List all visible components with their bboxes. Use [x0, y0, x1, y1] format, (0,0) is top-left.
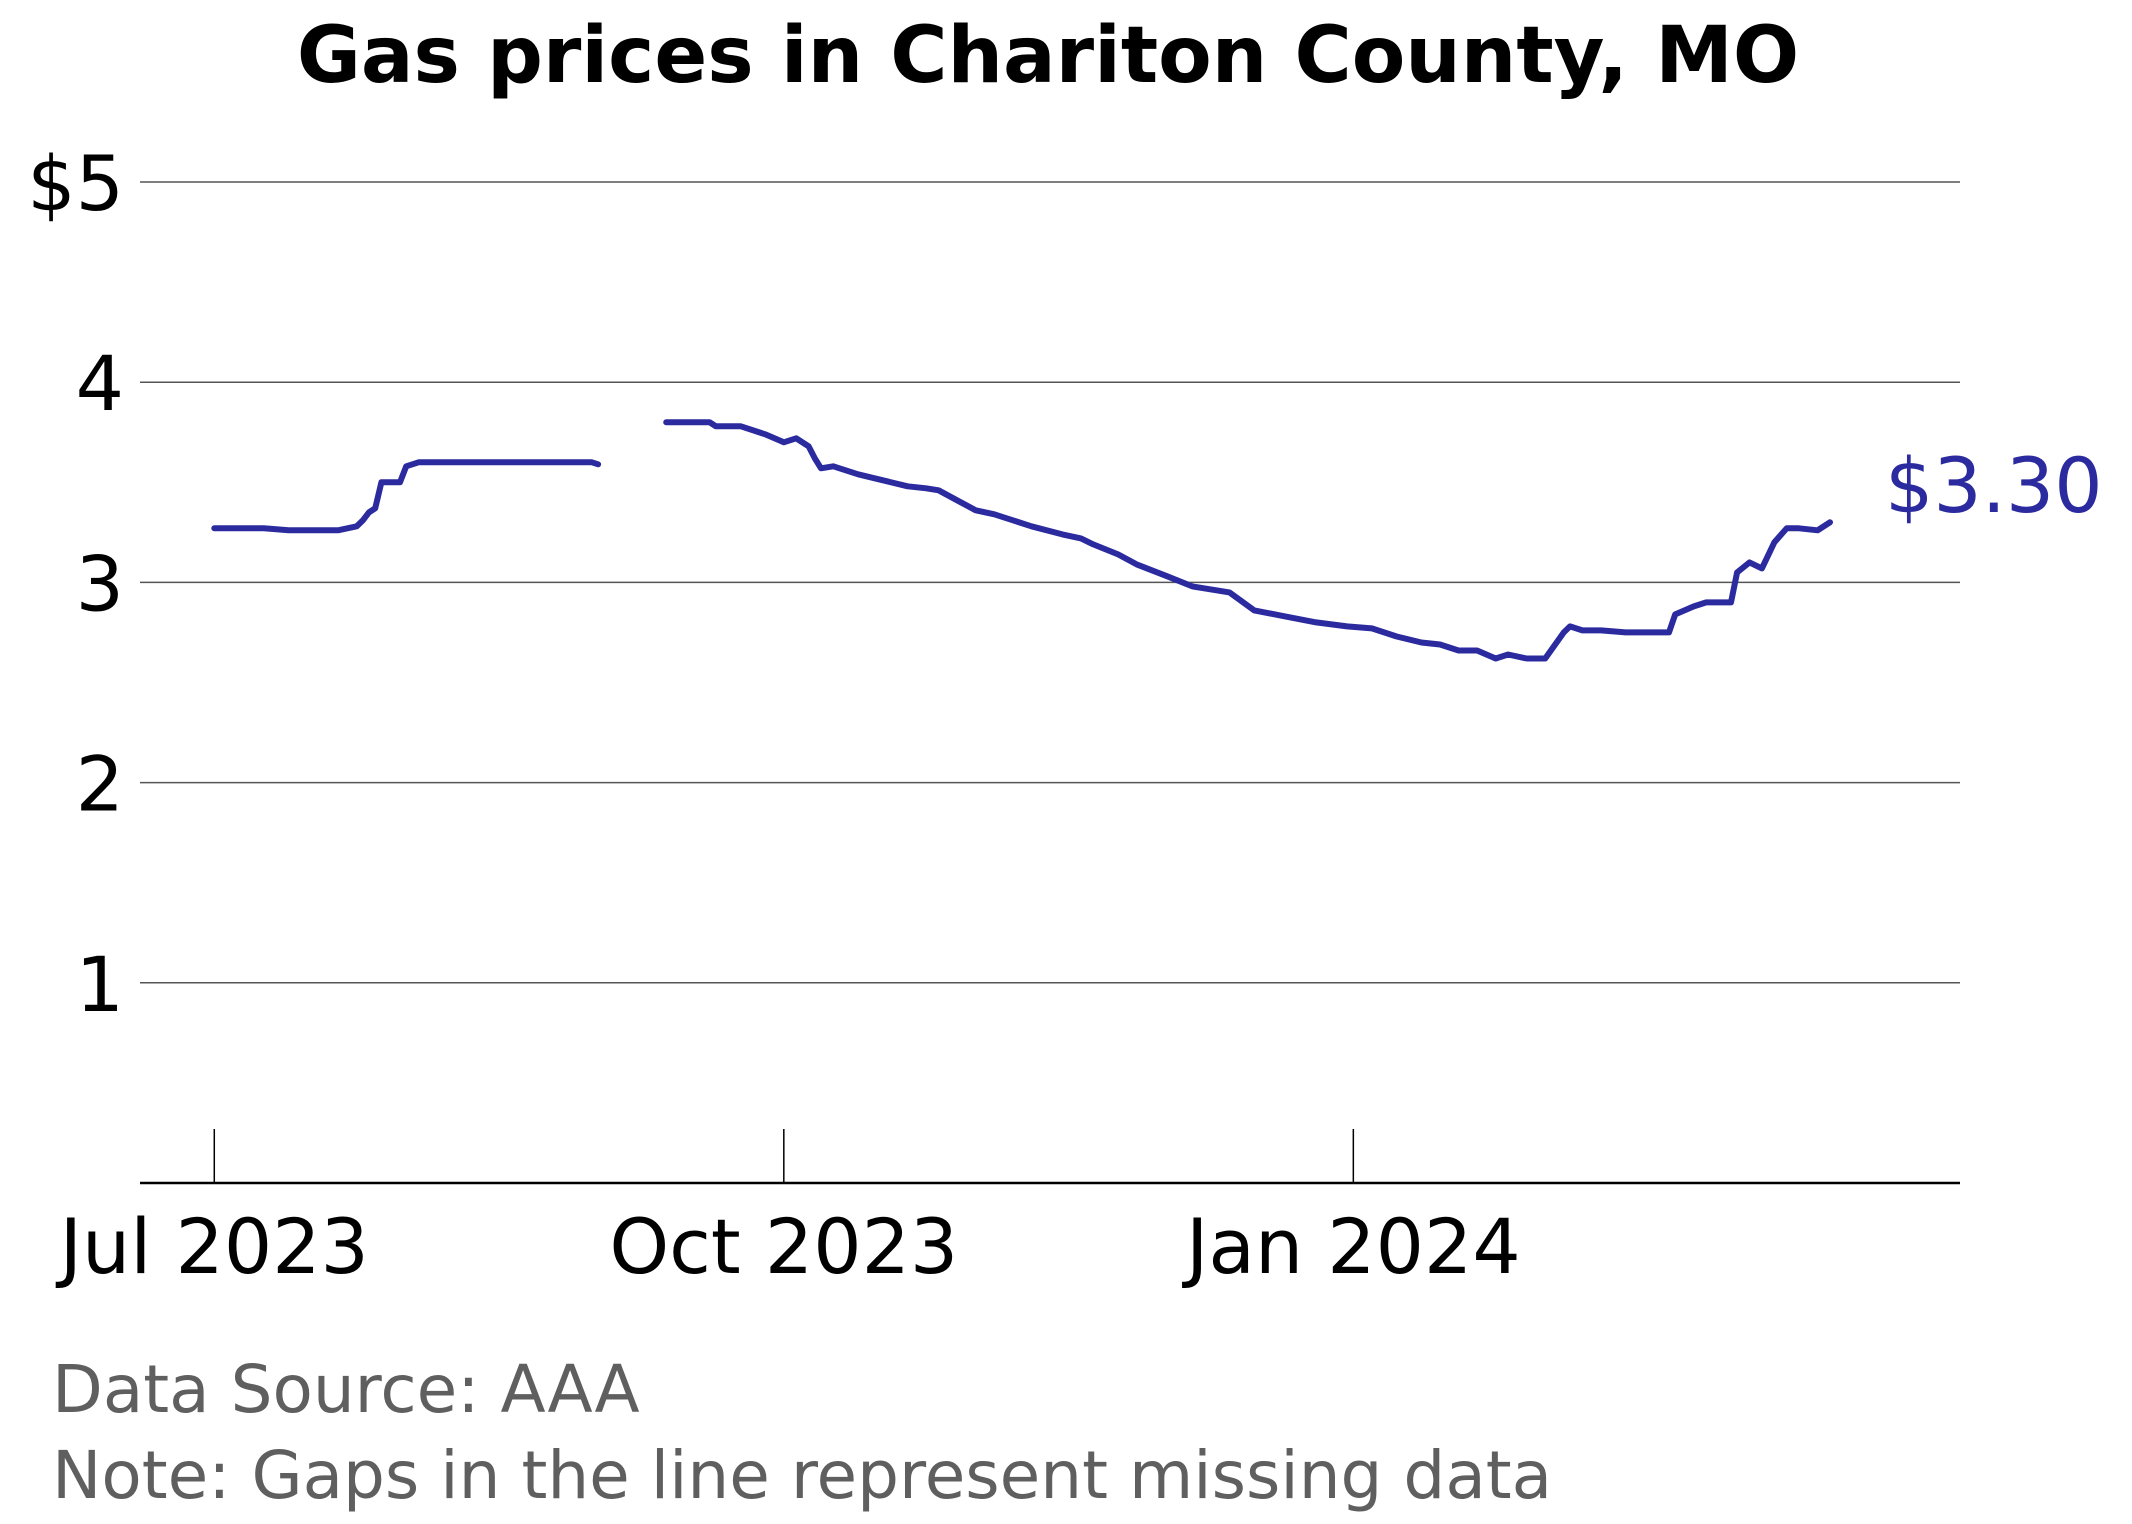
x-tick-label: Jul 2023	[56, 1202, 369, 1291]
x-tick-label: Oct 2023	[609, 1202, 958, 1291]
price-line-segment-2	[663, 419, 1833, 662]
gridlines	[140, 181, 1960, 984]
latest-price-label: $3.30	[1885, 441, 2103, 530]
y-tick-label: 2	[76, 740, 124, 829]
y-tick-label: 4	[76, 339, 124, 428]
price-line	[211, 419, 1833, 662]
y-tick-label: 1	[76, 940, 124, 1029]
y-tick-label: $5	[27, 139, 124, 228]
price-line-segment-1	[211, 459, 602, 534]
x-tick-label: Jan 2024	[1182, 1202, 1521, 1291]
chart-title: Gas prices in Chariton County, MO	[297, 11, 1799, 101]
x-tick-labels: Jul 2023 Oct 2023 Jan 2024	[56, 1202, 1521, 1291]
y-tick-labels: 1 2 3 4 $5	[27, 139, 124, 1029]
x-axis	[140, 1129, 1960, 1185]
data-source-note: Data Source: AAA	[52, 1351, 640, 1428]
y-tick-label: 3	[76, 539, 124, 628]
missing-data-note: Note: Gaps in the line represent missing…	[52, 1437, 1552, 1514]
